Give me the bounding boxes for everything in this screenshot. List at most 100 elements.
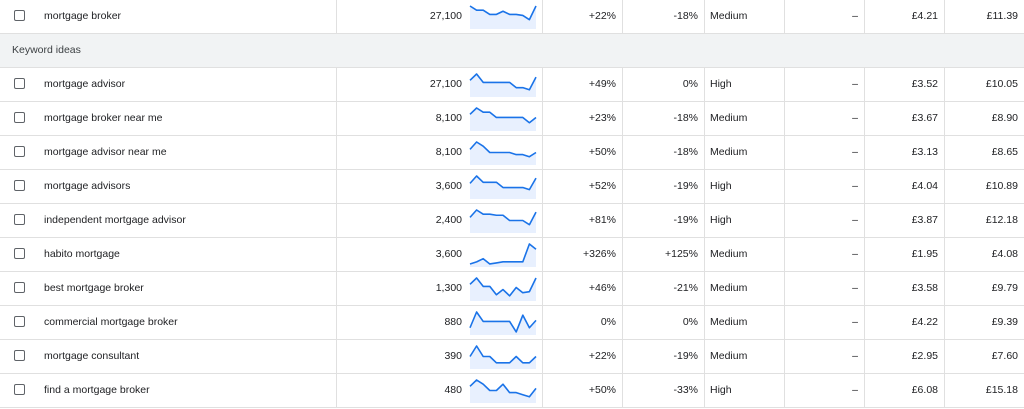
row-checkbox[interactable] (14, 282, 25, 293)
column-divider (622, 102, 623, 136)
avg-monthly-searches-cell: 480 (444, 384, 462, 396)
keyword-row[interactable]: find a mortgage broker 480 +50% -33% High – £6… (0, 374, 1024, 408)
keyword-row[interactable]: mortgage advisors 3,600 +52% -19% High – £4.04… (0, 170, 1024, 204)
sparkline-line (469, 107, 537, 124)
ad-impression-share-cell: – (852, 214, 858, 226)
top-of-page-bid-high-cell: £10.05 (985, 78, 1018, 90)
sparkline-area (470, 142, 536, 165)
column-divider (944, 204, 945, 238)
competition-cell: Medium (710, 350, 748, 362)
row-checkbox[interactable] (14, 384, 25, 395)
top-of-page-bid-high-cell: £9.79 (991, 282, 1018, 294)
top-of-page-bid-high-cell: £10.89 (985, 180, 1018, 192)
column-divider (542, 170, 543, 204)
keyword-row[interactable]: mortgage advisor near me 8,100 +50% -18% Med… (0, 136, 1024, 170)
competition-cell: Medium (710, 248, 748, 260)
keyword-row[interactable]: mortgage advisor 27,100 +49% 0% High – £3.52 £1… (0, 68, 1024, 102)
row-checkbox[interactable] (14, 146, 25, 157)
row-checkbox[interactable] (14, 180, 25, 191)
search-trend-sparkline (468, 310, 538, 335)
column-divider (704, 170, 705, 204)
three-month-change-cell: +52% (588, 180, 616, 192)
search-trend-sparkline (468, 72, 538, 97)
row-checkbox[interactable] (14, 248, 25, 259)
keyword-cell: mortgage advisor (44, 78, 126, 90)
column-divider (864, 170, 865, 204)
column-divider (336, 306, 337, 340)
column-divider (944, 238, 945, 272)
column-divider (542, 374, 543, 408)
sparkline-line (469, 5, 537, 21)
sparkline-line (469, 209, 537, 226)
row-checkbox[interactable] (14, 316, 25, 327)
sparkline-area (470, 176, 536, 199)
top-of-page-bid-high-cell: £11.39 (986, 10, 1018, 22)
keyword-row[interactable]: best mortgage broker 1,300 +46% -21% Medium –… (0, 272, 1024, 306)
row-checkbox[interactable] (14, 112, 25, 123)
yoy-change-cell: 0% (682, 78, 698, 90)
top-of-page-bid-low-cell: £3.13 (911, 146, 938, 158)
yoy-change-cell: -19% (673, 350, 698, 362)
top-of-page-bid-low-cell: £1.95 (911, 248, 938, 260)
column-divider (864, 68, 865, 102)
ad-impression-share-cell: – (852, 350, 858, 362)
keyword-cell: best mortgage broker (44, 282, 144, 294)
avg-monthly-searches-cell: 3,600 (435, 248, 462, 260)
avg-monthly-searches-cell: 390 (444, 350, 462, 362)
column-divider (622, 136, 623, 170)
top-of-page-bid-low-cell: £3.52 (911, 78, 938, 90)
keyword-cell: mortgage broker (44, 10, 122, 22)
top-of-page-bid-high-cell: £7.60 (991, 350, 1018, 362)
three-month-change-cell: +50% (588, 384, 616, 396)
top-of-page-bid-low-cell: £3.58 (911, 282, 938, 294)
keyword-row[interactable]: mortgage consultant 390 +22% -19% Medium – £2.… (0, 340, 1024, 374)
column-divider (542, 340, 543, 374)
column-divider (864, 374, 865, 408)
competition-cell: Medium (710, 146, 748, 158)
column-divider (336, 170, 337, 204)
column-divider (704, 68, 705, 102)
sparkline-line (469, 277, 537, 297)
keyword-row[interactable]: habito mortgage 3,600 +326% +125% Medium – £1.… (0, 238, 1024, 272)
column-divider (336, 272, 337, 306)
column-divider (542, 272, 543, 306)
column-divider (704, 136, 705, 170)
ad-impression-share-cell: – (852, 180, 858, 192)
column-divider (622, 306, 623, 340)
column-divider (944, 170, 945, 204)
column-divider (622, 374, 623, 408)
avg-monthly-searches-cell: 1,300 (435, 282, 462, 294)
section-label: Keyword ideas (12, 44, 81, 56)
competition-cell: High (710, 78, 732, 90)
column-divider (336, 374, 337, 408)
column-divider (704, 272, 705, 306)
search-trend-sparkline (468, 140, 538, 165)
top-of-page-bid-low-cell: £2.95 (911, 350, 938, 362)
top-of-page-bid-low-cell: £3.67 (911, 112, 938, 124)
sparkline-area (470, 108, 536, 131)
keyword-row[interactable]: mortgage broker near me 8,100 +23% -18% Medi… (0, 102, 1024, 136)
three-month-change-cell: +50% (588, 146, 616, 158)
column-divider (622, 204, 623, 238)
row-checkbox[interactable] (14, 214, 25, 225)
column-divider (784, 306, 785, 340)
ad-impression-share-cell: – (852, 146, 858, 158)
yoy-change-cell: -21% (673, 282, 698, 294)
row-checkbox[interactable] (14, 78, 25, 89)
competition-cell: Medium (710, 282, 748, 294)
column-divider (542, 238, 543, 272)
competition-cell: High (710, 384, 732, 396)
row-checkbox[interactable] (14, 10, 25, 21)
column-divider (336, 0, 337, 34)
sparkline-line (469, 243, 537, 265)
keyword-row[interactable]: mortgage broker 27,100 +22% -18% Medium – £4.2… (0, 0, 1024, 34)
ad-impression-share-cell: – (852, 316, 858, 328)
row-checkbox[interactable] (14, 350, 25, 361)
ad-impression-share-cell: – (852, 78, 858, 90)
column-divider (542, 136, 543, 170)
column-divider (944, 102, 945, 136)
search-trend-sparkline (468, 106, 538, 131)
keyword-row[interactable]: commercial mortgage broker 880 0% 0% Medium –… (0, 306, 1024, 340)
keyword-row[interactable]: independent mortgage advisor 2,400 +81% -19… (0, 204, 1024, 238)
column-divider (542, 102, 543, 136)
